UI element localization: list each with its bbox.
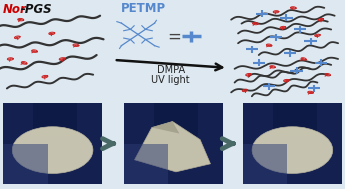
Bar: [154, 103, 198, 136]
Ellipse shape: [12, 127, 93, 174]
Bar: [3, 144, 48, 184]
Text: Nor: Nor: [3, 3, 27, 16]
Text: PETMP: PETMP: [121, 2, 166, 15]
Bar: [243, 103, 342, 184]
Bar: [273, 103, 317, 136]
Polygon shape: [135, 122, 210, 172]
Bar: [243, 144, 287, 184]
Text: =: =: [167, 27, 181, 45]
Text: -PGS: -PGS: [21, 3, 52, 16]
Bar: [124, 144, 168, 184]
Bar: [33, 103, 77, 136]
Ellipse shape: [252, 127, 333, 174]
Bar: [3, 103, 102, 184]
Text: DMPA: DMPA: [157, 65, 185, 75]
Text: UV light: UV light: [151, 75, 190, 85]
Polygon shape: [152, 122, 179, 134]
Bar: [124, 103, 223, 184]
